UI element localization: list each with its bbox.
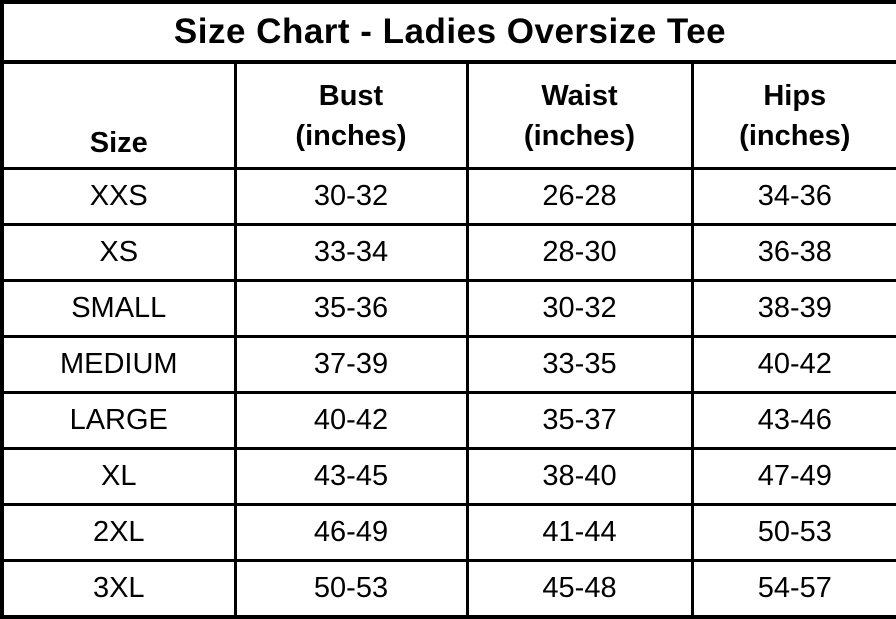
column-header-row: Size Bust (inches) Waist (inches) Hips (…: [2, 62, 896, 169]
bust-cell: 30-32: [235, 169, 467, 225]
table-row-2xl: 2XL 46-49 41-44 50-53: [2, 505, 896, 561]
waist-cell: 28-30: [467, 225, 692, 281]
bust-cell: 37-39: [235, 337, 467, 393]
hips-cell: 40-42: [692, 337, 896, 393]
size-cell: MEDIUM: [2, 337, 235, 393]
hips-cell: 50-53: [692, 505, 896, 561]
column-header-size: Size: [2, 62, 235, 169]
column-header-waist: Waist (inches): [467, 62, 692, 169]
column-header-waist-unit: (inches): [469, 116, 691, 156]
size-cell: 2XL: [2, 505, 235, 561]
table-row-xxs: XXS 30-32 26-28 34-36: [2, 169, 896, 225]
waist-cell: 30-32: [467, 281, 692, 337]
size-cell: 3XL: [2, 561, 235, 618]
bust-cell: 35-36: [235, 281, 467, 337]
table-row-large: LARGE 40-42 35-37 43-46: [2, 393, 896, 449]
hips-cell: 36-38: [692, 225, 896, 281]
hips-cell: 38-39: [692, 281, 896, 337]
table-row-xl: XL 43-45 38-40 47-49: [2, 449, 896, 505]
table-row-xs: XS 33-34 28-30 36-38: [2, 225, 896, 281]
waist-cell: 33-35: [467, 337, 692, 393]
bust-cell: 46-49: [235, 505, 467, 561]
bust-cell: 50-53: [235, 561, 467, 618]
hips-cell: 54-57: [692, 561, 896, 618]
size-cell: XL: [2, 449, 235, 505]
waist-cell: 45-48: [467, 561, 692, 618]
size-cell: XS: [2, 225, 235, 281]
column-header-bust-unit: (inches): [237, 116, 466, 156]
waist-cell: 35-37: [467, 393, 692, 449]
column-header-hips: Hips (inches): [692, 62, 896, 169]
hips-cell: 34-36: [692, 169, 896, 225]
size-cell: SMALL: [2, 281, 235, 337]
hips-cell: 47-49: [692, 449, 896, 505]
size-cell: XXS: [2, 169, 235, 225]
page-title: Size Chart - Ladies Oversize Tee: [2, 2, 896, 62]
title-row: Size Chart - Ladies Oversize Tee: [2, 2, 896, 62]
table-row-3xl: 3XL 50-53 45-48 54-57: [2, 561, 896, 618]
waist-cell: 38-40: [467, 449, 692, 505]
bust-cell: 40-42: [235, 393, 467, 449]
hips-cell: 43-46: [692, 393, 896, 449]
bust-cell: 33-34: [235, 225, 467, 281]
table-row-small: SMALL 35-36 30-32 38-39: [2, 281, 896, 337]
size-cell: LARGE: [2, 393, 235, 449]
waist-cell: 26-28: [467, 169, 692, 225]
column-header-hips-label: Hips: [694, 76, 896, 116]
column-header-waist-label: Waist: [469, 76, 691, 116]
column-header-bust: Bust (inches): [235, 62, 467, 169]
waist-cell: 41-44: [467, 505, 692, 561]
bust-cell: 43-45: [235, 449, 467, 505]
column-header-hips-unit: (inches): [694, 116, 896, 156]
table-row-medium: MEDIUM 37-39 33-35 40-42: [2, 337, 896, 393]
column-header-bust-label: Bust: [237, 76, 466, 116]
